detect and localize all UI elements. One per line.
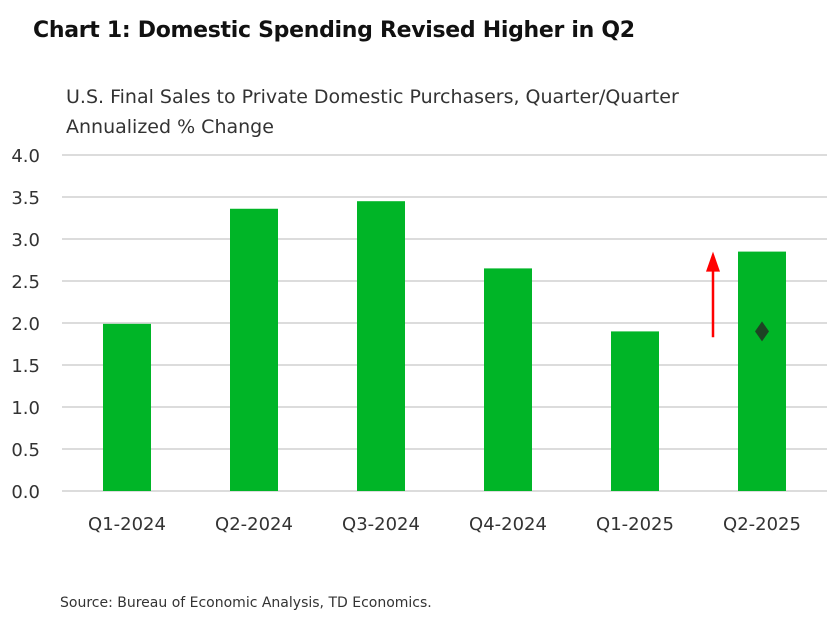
y-tick-label: 3.5 bbox=[11, 188, 40, 209]
bar-q2-2025 bbox=[738, 251, 786, 491]
y-tick-label: 0.5 bbox=[11, 440, 40, 461]
bar-q2-2024 bbox=[230, 208, 278, 491]
chart-subtitle: U.S. Final Sales to Private Domestic Pur… bbox=[66, 82, 679, 142]
y-tick-label: 1.0 bbox=[11, 398, 40, 419]
bar-q3-2024 bbox=[357, 201, 405, 491]
y-tick-label: 3.0 bbox=[11, 230, 40, 251]
y-tick-label: 1.5 bbox=[11, 356, 40, 377]
bar-q1-2025 bbox=[611, 331, 659, 491]
subtitle-line-1: U.S. Final Sales to Private Domestic Pur… bbox=[66, 86, 679, 108]
y-tick-label: 2.0 bbox=[11, 314, 40, 335]
y-tick-label: 0.0 bbox=[11, 482, 40, 503]
source-note: Source: Bureau of Economic Analysis, TD … bbox=[60, 595, 432, 611]
x-tick-label: Q2-2025 bbox=[723, 514, 801, 535]
x-tick-label: Q1-2025 bbox=[596, 514, 674, 535]
diamond-marker bbox=[755, 321, 769, 342]
x-tick-label: Q4-2024 bbox=[469, 514, 547, 535]
x-tick-label: Q1-2024 bbox=[88, 514, 166, 535]
chart-title: Chart 1: Domestic Spending Revised Highe… bbox=[33, 18, 635, 43]
bar-q1-2024 bbox=[103, 323, 151, 491]
x-tick-label: Q3-2024 bbox=[342, 514, 420, 535]
subtitle-line-2: Annualized % Change bbox=[66, 116, 274, 138]
x-tick-label: Q2-2024 bbox=[215, 514, 293, 535]
y-tick-label: 4.0 bbox=[11, 146, 40, 167]
bar-q4-2024 bbox=[484, 268, 532, 491]
y-tick-label: 2.5 bbox=[11, 272, 40, 293]
revision-arrow-head-icon bbox=[706, 251, 720, 272]
